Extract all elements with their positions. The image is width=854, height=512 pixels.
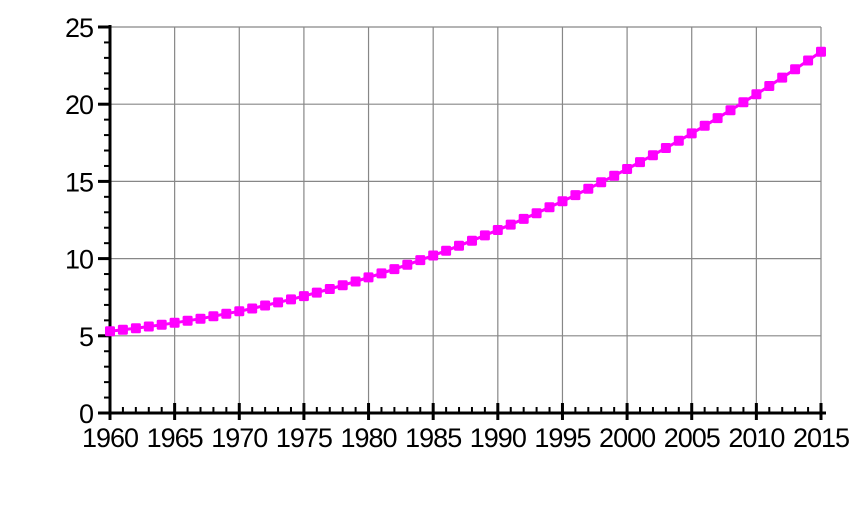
x-tick-label: 1990: [470, 423, 526, 453]
series-line: [109, 50, 822, 333]
data-point-marker: [389, 264, 400, 275]
data-point-marker: [544, 202, 555, 213]
y-tick-label: 25: [65, 13, 93, 43]
data-point-marker: [518, 213, 529, 224]
data-point-marker: [273, 297, 284, 308]
data-point-marker: [337, 280, 348, 291]
data-point-marker: [803, 55, 814, 66]
data-point-marker: [350, 276, 361, 287]
data-point-marker: [622, 164, 633, 174]
data-series: [105, 46, 826, 337]
x-tick-label: 2005: [664, 423, 720, 453]
data-point-marker: [376, 268, 387, 279]
data-point-marker: [182, 315, 193, 326]
x-tick-label: 1995: [534, 423, 590, 453]
y-tick-label: 5: [79, 322, 93, 352]
data-point-marker: [777, 72, 788, 83]
data-point-marker: [311, 287, 322, 298]
data-point-marker: [156, 319, 167, 330]
data-point-marker: [725, 105, 736, 116]
data-point-marker: [635, 157, 645, 168]
gridlines: [110, 26, 822, 413]
x-tick-label: 1975: [276, 423, 332, 453]
data-point-marker: [647, 150, 658, 161]
data-point-marker: [816, 46, 826, 57]
data-point-marker: [402, 259, 413, 270]
y-tick-label: 15: [65, 167, 93, 197]
data-point-marker: [260, 300, 271, 311]
data-point-marker: [208, 311, 219, 322]
data-point-marker: [467, 235, 477, 246]
data-point-marker: [570, 190, 581, 201]
data-point-marker: [531, 208, 542, 219]
data-point-marker: [790, 64, 801, 75]
data-point-marker: [298, 291, 309, 302]
data-point-marker: [169, 317, 180, 328]
data-point-marker: [195, 313, 206, 324]
data-point-marker: [492, 225, 503, 235]
data-point-marker: [596, 177, 607, 188]
data-point-marker: [130, 323, 141, 334]
data-point-marker: [247, 303, 258, 314]
data-point-marker: [712, 113, 723, 124]
x-tick-label: 1960: [82, 423, 138, 453]
data-point-marker: [105, 326, 115, 337]
data-point-marker: [505, 219, 516, 230]
data-point-marker: [286, 294, 296, 305]
data-point-marker: [686, 128, 697, 139]
y-axis-tick-labels: 0 5 10 15 20 25: [65, 13, 94, 429]
data-point-marker: [673, 135, 684, 146]
data-point-marker: [454, 240, 464, 251]
data-point-marker: [738, 97, 749, 108]
data-point-marker: [764, 81, 775, 91]
x-tick-label: 1985: [405, 423, 461, 453]
x-tick-label: 2015: [793, 423, 849, 453]
data-point-marker: [143, 321, 154, 332]
y-tick-label: 0: [79, 399, 93, 429]
data-point-marker: [428, 250, 439, 261]
data-point-marker: [751, 89, 762, 100]
data-point-marker: [441, 245, 452, 256]
data-point-marker: [609, 170, 620, 181]
data-point-marker: [557, 196, 568, 207]
x-tick-label: 1970: [211, 423, 267, 453]
data-point-marker: [363, 272, 374, 283]
data-point-marker: [415, 255, 426, 266]
data-point-marker: [583, 183, 594, 194]
x-tick-label: 2000: [599, 423, 655, 453]
data-point-marker: [117, 324, 128, 335]
data-point-marker: [479, 230, 490, 241]
data-point-marker: [234, 306, 245, 317]
x-tick-label: 2010: [728, 423, 784, 453]
x-tick-label: 1965: [147, 423, 203, 453]
data-point-marker: [221, 308, 232, 319]
x-axis-tick-labels: 1960 1965 1970 1975 1980 1985 1990 1995 2000 2005…: [82, 423, 850, 453]
data-point-marker: [660, 143, 671, 153]
x-tick-label: 1980: [341, 423, 397, 453]
data-point-marker: [324, 284, 335, 294]
y-tick-label: 10: [65, 245, 93, 275]
tick-marks: [98, 25, 823, 420]
y-tick-label: 20: [65, 90, 93, 120]
axes: [108, 25, 826, 415]
data-point-marker: [699, 120, 710, 131]
